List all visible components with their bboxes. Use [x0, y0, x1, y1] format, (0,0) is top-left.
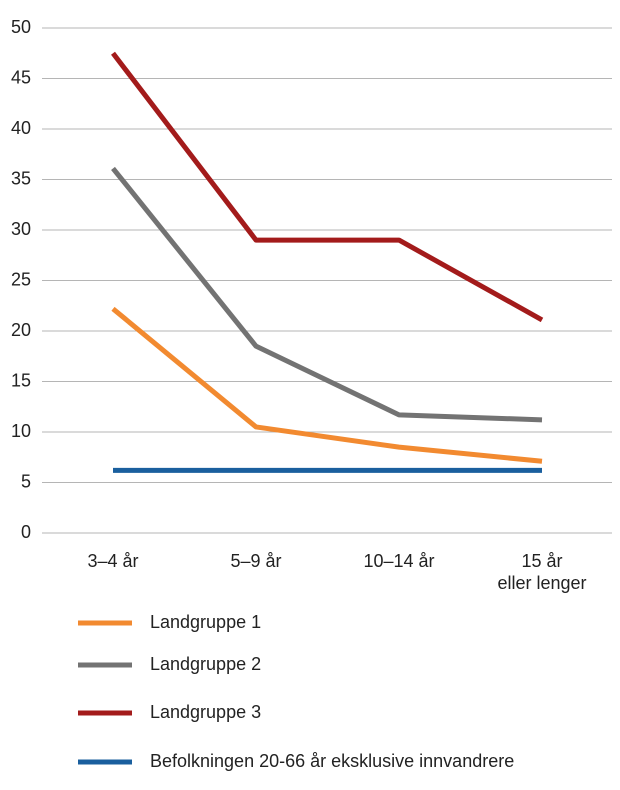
- legend-label: Landgruppe 3: [150, 702, 261, 722]
- y-tick-label: 10: [11, 421, 31, 441]
- x-tick-label: 3–4 år: [87, 551, 139, 571]
- legend-label: Landgruppe 1: [150, 612, 261, 632]
- series-line: [111, 51, 544, 323]
- series-line: [111, 166, 543, 423]
- y-tick-label: 40: [11, 118, 31, 138]
- x-tick-label: 10–14 år: [363, 551, 435, 571]
- y-tick-label: 30: [11, 219, 31, 239]
- y-tick-label: 25: [11, 269, 31, 289]
- y-tick-label: 5: [21, 471, 31, 491]
- legend-label: Befolkningen 20-66 år eksklusive innvand…: [150, 751, 514, 771]
- y-tick-label: 50: [11, 17, 31, 37]
- x-tick-label: 5–9 år: [230, 551, 282, 571]
- x-tick-label: 15 år eller lenger: [497, 551, 587, 593]
- legend-label: Landgruppe 2: [150, 654, 261, 674]
- y-tick-label: 15: [11, 370, 31, 390]
- y-tick-label: 35: [11, 168, 31, 188]
- y-tick-label: 20: [11, 320, 31, 340]
- y-tick-label: 0: [21, 522, 31, 542]
- y-tick-label: 45: [11, 67, 31, 87]
- series-line: [111, 306, 543, 464]
